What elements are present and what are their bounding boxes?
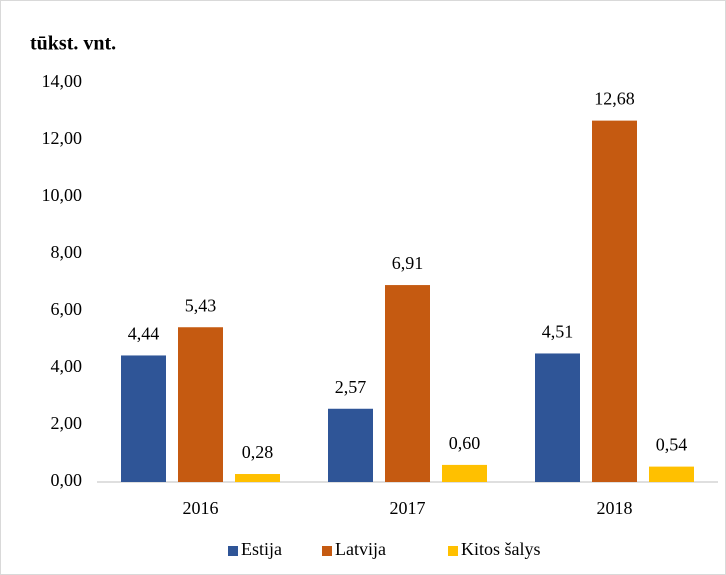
bar xyxy=(385,285,430,482)
legend-swatch xyxy=(448,546,458,556)
bar xyxy=(178,327,223,482)
bar xyxy=(649,466,694,482)
y-tick-label: 4,00 xyxy=(51,356,83,376)
x-tick-label: 2018 xyxy=(597,498,633,518)
legend-label: Estija xyxy=(241,539,282,559)
value-label: 2,57 xyxy=(335,377,367,397)
value-label: 12,68 xyxy=(594,89,635,109)
value-label: 5,43 xyxy=(185,295,217,315)
legend-label: Kitos šalys xyxy=(461,539,541,559)
y-tick-label: 6,00 xyxy=(51,299,83,319)
bar xyxy=(592,120,637,483)
y-tick-label: 0,00 xyxy=(51,470,83,490)
chart-title: tūkst. vnt. xyxy=(30,33,116,55)
bar xyxy=(121,355,166,482)
bar xyxy=(442,464,487,482)
value-label: 6,91 xyxy=(392,253,424,273)
bar xyxy=(328,408,373,482)
x-tick-label: 2016 xyxy=(183,498,219,518)
y-tick-label: 12,00 xyxy=(42,128,83,148)
value-label: 0,28 xyxy=(242,442,274,462)
bar xyxy=(235,474,280,482)
y-tick-label: 2,00 xyxy=(51,413,83,433)
legend-label: Latvija xyxy=(335,539,386,559)
y-tick-label: 8,00 xyxy=(51,242,83,262)
x-tick-label: 2017 xyxy=(390,498,426,518)
y-tick-label: 10,00 xyxy=(42,185,83,205)
value-label: 4,44 xyxy=(128,324,160,344)
value-label: 4,51 xyxy=(542,322,574,342)
value-label: 0,54 xyxy=(656,435,688,455)
bar xyxy=(535,353,580,482)
legend-swatch xyxy=(322,546,332,556)
value-label: 0,60 xyxy=(449,433,481,453)
legend-swatch xyxy=(228,546,238,556)
y-tick-label: 14,00 xyxy=(42,71,83,91)
